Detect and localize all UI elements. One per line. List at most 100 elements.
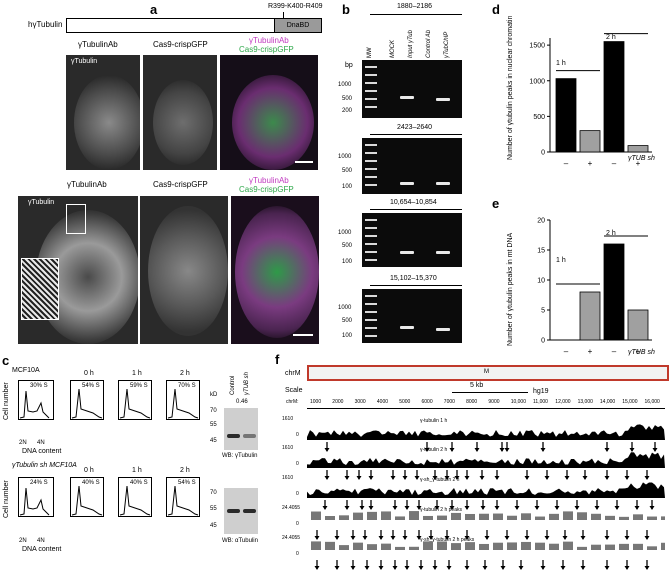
x-tick-label: – — [564, 347, 569, 356]
dnabd-box: DnaBD — [274, 18, 322, 33]
track-name: γ-tubulin 1 h — [420, 418, 448, 424]
f-scale-bar — [452, 392, 528, 393]
peak-bar — [325, 541, 335, 550]
f-scale-label: Scale — [285, 387, 303, 394]
peak-arrowhead — [362, 536, 368, 540]
track-min: 0 — [296, 432, 299, 438]
gel4-tick-500: 500 — [342, 318, 353, 324]
peak-arrowhead — [416, 506, 422, 510]
flow-histogram — [70, 380, 104, 420]
peak-arrowhead — [540, 566, 546, 570]
wb2-label: WB: αTubulin — [222, 538, 258, 544]
peak-arrowhead — [444, 476, 450, 480]
peak-arrowhead — [446, 566, 452, 570]
wb1-kd-55: 55 — [210, 422, 217, 428]
f-ideogram-letter: M — [484, 369, 489, 375]
chart-e: 0 5 10 15 20 – + – + — [537, 218, 652, 356]
bottom-merge-label-2: Cas9-crispGFP — [239, 185, 294, 194]
peak-arrowhead — [454, 476, 460, 480]
d-ylabel: Number of γtubulin peaks in nuclear chro… — [507, 15, 514, 160]
peak-arrowhead — [464, 476, 470, 480]
wb1-kd-70: 70 — [210, 408, 217, 414]
peak-bar — [647, 516, 657, 520]
f-chr: chrM — [285, 370, 301, 377]
peak-arrowhead — [649, 506, 655, 510]
x-tick-label: + — [588, 347, 593, 356]
y-tick-label: 0 — [541, 150, 545, 157]
lane-input: Input γTub — [408, 30, 414, 58]
peak-arrowhead — [368, 506, 374, 510]
c-row1-xlabel: DNA content — [22, 448, 62, 455]
coord-tick-label: 2000 — [332, 399, 344, 405]
peak-arrowhead — [499, 448, 505, 452]
track-min: 0 — [296, 461, 299, 467]
coord-tick-label: 10,000 — [510, 399, 526, 405]
peak-bar — [339, 515, 349, 520]
track-max: 1610 — [282, 416, 294, 422]
peak-arrowhead — [604, 476, 610, 480]
peak-arrowhead — [350, 536, 356, 540]
peak-arrowhead — [418, 566, 424, 570]
peak-arrowhead — [614, 506, 620, 510]
gel1-tick-1000: 1000 — [338, 82, 352, 88]
peak-arrowhead — [428, 536, 434, 540]
coord-tick-label: 4000 — [376, 399, 389, 405]
track-name: γ-sh_γ-tubulin 2 h peaks — [420, 537, 475, 543]
peak-arrowhead — [392, 566, 398, 570]
top-merge-label-1: γTubulinAb — [249, 36, 289, 45]
gel2-band-input — [400, 182, 414, 185]
gel2-tick-100: 100 — [342, 184, 353, 190]
bar — [603, 243, 625, 341]
peak-bar — [423, 515, 433, 520]
peak-bar — [353, 542, 363, 550]
gel3-band-chip — [436, 251, 450, 254]
peak-arrowhead — [474, 448, 480, 452]
c-row2-4n: 4N — [37, 538, 45, 544]
flow-histogram — [118, 477, 152, 517]
peak-bar — [661, 542, 665, 550]
track-max: 1610 — [282, 445, 294, 451]
lane-mw: MW — [367, 47, 373, 58]
peak-arrowhead — [554, 506, 560, 510]
wb2-kd-55: 55 — [210, 506, 217, 512]
peak-bar — [395, 546, 405, 550]
coord-tick-label: 11,000 — [533, 399, 548, 405]
track-max: 24.4055 — [282, 505, 301, 511]
peak-arrowhead — [564, 476, 570, 480]
peak-bar — [493, 542, 503, 550]
gel4-tick-1000: 1000 — [338, 305, 352, 311]
peak-bar — [549, 543, 559, 550]
c-row1-2n: 2N — [19, 440, 27, 446]
region-3-line — [370, 209, 462, 210]
coverage-track — [307, 424, 665, 440]
coord-tick-label: 15,000 — [622, 399, 638, 405]
peak-bar — [507, 515, 517, 520]
coord-tick-label: 5000 — [399, 399, 411, 405]
region-4-line — [370, 285, 462, 286]
top-label-2: Cas9-crispGFP — [153, 40, 208, 49]
s-phase-percent: 30% S — [30, 383, 48, 389]
c-row2-title: γTubulin sh MCF10A — [12, 462, 77, 469]
protein-label: hγTubulin — [28, 20, 63, 29]
bp-label: bp — [345, 62, 353, 69]
peak-bar — [577, 512, 587, 520]
peak-arrowhead — [479, 476, 485, 480]
peak-bar — [381, 543, 391, 550]
scale-bar-bottom — [293, 334, 313, 336]
bar — [603, 41, 625, 153]
lane-mock: MOCK — [390, 40, 396, 58]
peak-arrowhead — [404, 506, 410, 510]
peak-arrowhead — [424, 448, 430, 452]
coord-tick-label: 8000 — [466, 399, 478, 405]
peak-bar — [563, 511, 573, 520]
bar — [627, 309, 649, 341]
panel-c-label: c — [2, 353, 10, 368]
top-label-1: γTubulinAb — [78, 40, 118, 49]
peak-arrowhead — [359, 506, 365, 510]
mutation-tick — [283, 12, 284, 18]
c-row1-4n: 4N — [37, 440, 45, 446]
peak-bar — [311, 511, 321, 520]
peak-arrowhead — [604, 536, 610, 540]
f-axis — [307, 408, 665, 409]
